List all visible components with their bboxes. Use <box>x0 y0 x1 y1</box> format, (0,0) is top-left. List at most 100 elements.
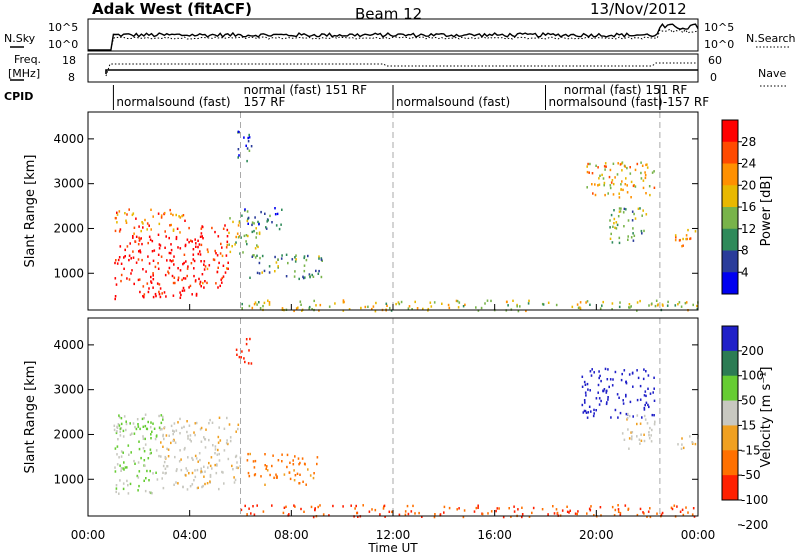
range-cell <box>142 425 145 428</box>
colorbar-frame <box>721 325 739 501</box>
range-cell <box>132 250 134 253</box>
range-cell <box>610 416 612 419</box>
range-cell <box>199 458 201 462</box>
range-cell <box>285 253 288 256</box>
range-cell <box>157 233 160 236</box>
range-cell <box>603 184 605 187</box>
range-cell <box>152 278 155 281</box>
range-cell <box>521 506 523 509</box>
range-cell <box>116 213 119 216</box>
range-cell <box>264 464 266 467</box>
range-cell <box>512 299 514 302</box>
range-cell <box>280 257 283 260</box>
range-cell <box>144 437 146 441</box>
range-cell <box>253 466 256 469</box>
range-cell <box>271 221 273 224</box>
range-cell <box>621 372 623 376</box>
cpid-segment-label: normalsound (fast) <box>549 95 663 109</box>
range-cell <box>120 450 123 453</box>
range-cell <box>458 301 461 304</box>
range-cell <box>192 248 195 251</box>
range-cell <box>616 393 619 396</box>
range-cell <box>183 261 185 265</box>
range-cell <box>214 452 216 455</box>
range-cell <box>477 506 479 509</box>
range-cell <box>496 507 499 510</box>
range-cell <box>628 303 631 306</box>
range-cell <box>603 388 606 391</box>
range-cell <box>188 241 190 244</box>
range-cell <box>166 465 168 468</box>
range-cell <box>275 476 278 479</box>
range-cell <box>623 207 626 211</box>
colorbar-swatch <box>722 326 738 352</box>
range-cell <box>149 426 152 429</box>
range-cell <box>617 416 619 419</box>
range-cell <box>151 492 153 495</box>
range-cell <box>247 362 250 365</box>
range-cell <box>201 273 204 276</box>
range-cell <box>297 457 300 460</box>
range-cell <box>259 307 262 310</box>
range-cell <box>196 468 199 472</box>
range-cell <box>173 483 175 486</box>
range-cell <box>689 435 691 438</box>
range-cell <box>622 211 625 214</box>
range-cell <box>247 234 249 238</box>
range-cell <box>679 510 682 513</box>
range-cell <box>267 219 269 222</box>
range-cell <box>265 226 267 229</box>
range-cell <box>495 509 497 513</box>
range-cell <box>114 277 117 280</box>
range-cell <box>134 462 136 465</box>
range-cell <box>641 416 643 419</box>
range-cell <box>645 213 648 216</box>
range-cell <box>267 299 269 302</box>
range-cell <box>318 269 320 273</box>
range-cell <box>253 222 255 225</box>
range-cell <box>285 275 288 278</box>
range-cell <box>644 171 646 174</box>
range-cell <box>646 163 648 166</box>
range-cell <box>648 304 650 307</box>
range-cell <box>623 225 625 228</box>
range-cell <box>616 223 619 227</box>
range-cell <box>342 299 345 302</box>
range-cell <box>158 283 161 286</box>
range-cell <box>240 356 242 359</box>
range-cell <box>576 303 579 306</box>
range-cell <box>120 262 123 265</box>
range-cell <box>166 259 168 262</box>
range-cell <box>159 295 162 299</box>
colorbar-swatch <box>722 450 738 476</box>
range-cell <box>433 515 436 519</box>
range-cell <box>138 447 141 451</box>
range-cell <box>652 391 654 394</box>
range-cell <box>268 301 271 304</box>
range-cell <box>630 437 633 441</box>
range-cell <box>312 515 315 519</box>
noise-right-tick-top: 10^5 <box>704 21 734 34</box>
range-cell <box>152 472 154 475</box>
range-cell <box>588 171 590 174</box>
range-cell <box>202 281 204 285</box>
range-cell <box>215 282 217 285</box>
range-cell <box>205 428 207 431</box>
range-cell <box>607 192 609 195</box>
range-cell <box>151 250 154 253</box>
range-cell <box>137 489 139 492</box>
range-cell <box>197 239 199 242</box>
range-cell <box>579 301 582 304</box>
range-cell <box>169 259 171 262</box>
range-cell <box>191 293 193 296</box>
range-cell <box>674 304 677 307</box>
range-cell <box>209 480 211 483</box>
range-cell <box>677 443 679 446</box>
range-cell <box>266 220 268 223</box>
range-cell <box>254 459 257 463</box>
range-cell <box>433 301 436 304</box>
range-cell <box>189 239 192 242</box>
range-cell <box>116 463 119 466</box>
range-cell <box>360 306 362 310</box>
range-cell <box>179 449 181 452</box>
